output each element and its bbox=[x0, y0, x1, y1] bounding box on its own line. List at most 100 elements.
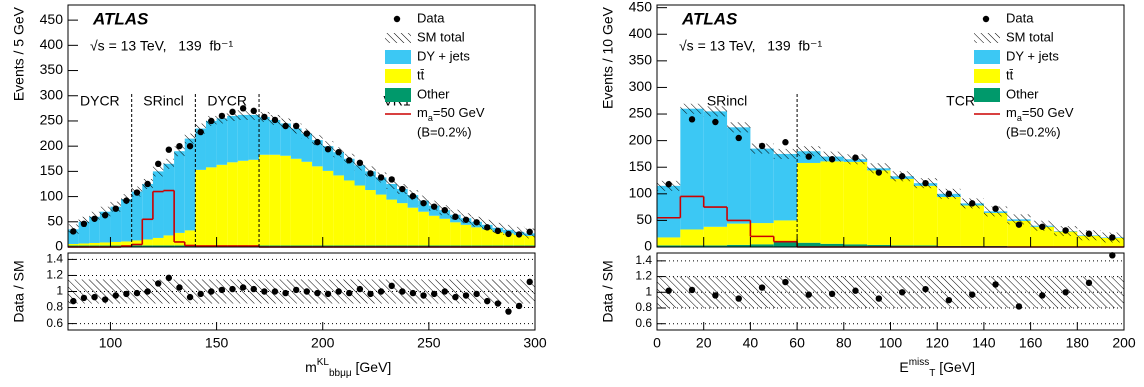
stack-bar bbox=[727, 127, 751, 224]
stack-bar bbox=[322, 146, 334, 171]
legend-label-part: =50 GeV bbox=[1022, 105, 1074, 120]
data-point bbox=[852, 154, 859, 161]
y-tick-label: 50 bbox=[636, 211, 652, 227]
data-point bbox=[505, 230, 512, 238]
y-tick-label: 250 bbox=[629, 105, 653, 121]
x-tick-label: 200 bbox=[1112, 335, 1136, 351]
ratio-band bbox=[68, 279, 535, 304]
data-point bbox=[356, 159, 364, 167]
stack-bar bbox=[343, 180, 355, 246]
stack-bar bbox=[248, 114, 260, 160]
stack-bar bbox=[407, 207, 419, 246]
stack-bar bbox=[750, 148, 774, 224]
data-point bbox=[239, 105, 247, 112]
stack-bar bbox=[205, 120, 217, 168]
sm-band bbox=[703, 106, 728, 117]
stack-bar bbox=[68, 229, 79, 244]
data-point bbox=[91, 215, 98, 222]
stack-bar bbox=[397, 189, 408, 204]
stack-bar bbox=[867, 170, 891, 245]
y-tick-label: 0 bbox=[644, 238, 652, 254]
stack-bar bbox=[773, 220, 798, 242]
data-point bbox=[441, 206, 448, 214]
data-point bbox=[70, 228, 77, 235]
stack-bar bbox=[174, 245, 185, 247]
sm-band bbox=[184, 133, 196, 144]
x-tick-label: 150 bbox=[205, 335, 229, 351]
legend-swatch bbox=[385, 50, 411, 64]
data-point bbox=[218, 112, 226, 120]
legend-label: ma=50 GeV bbox=[1006, 105, 1074, 123]
data-point bbox=[335, 149, 342, 156]
stack-bar bbox=[142, 183, 153, 240]
stack-bar bbox=[290, 128, 302, 159]
stack-bar bbox=[312, 166, 323, 246]
data-point bbox=[1062, 227, 1069, 234]
atlas-label: ATLAS bbox=[681, 9, 738, 28]
ratio-point bbox=[515, 302, 523, 310]
stack-bar bbox=[657, 237, 681, 246]
stack-bar bbox=[750, 244, 774, 247]
y-tick-label: 150 bbox=[40, 162, 64, 178]
sm-band bbox=[386, 178, 398, 189]
stack-bar bbox=[163, 163, 175, 236]
stack-bar bbox=[131, 191, 143, 241]
data-point bbox=[282, 122, 289, 130]
stack-bar bbox=[428, 205, 440, 216]
stack-bar bbox=[680, 245, 704, 247]
ratio-point bbox=[505, 308, 512, 315]
stack-bar bbox=[727, 244, 751, 247]
data-point bbox=[186, 142, 194, 150]
x-tick-label: 120 bbox=[926, 335, 950, 351]
stack-bar bbox=[843, 161, 868, 245]
legend-swatch bbox=[385, 88, 411, 102]
stack-bar bbox=[1030, 226, 1054, 247]
data-point bbox=[144, 180, 151, 188]
stack-bar bbox=[89, 216, 100, 243]
legend-note: (B=0.2%) bbox=[417, 124, 472, 139]
signal-riser bbox=[679, 196, 798, 247]
sm-band bbox=[503, 224, 514, 235]
data-point bbox=[133, 189, 141, 196]
stack-bar bbox=[773, 153, 798, 221]
x-tick-label: 250 bbox=[417, 335, 441, 351]
x-tick-label: 200 bbox=[311, 335, 335, 351]
y-tick-label: 200 bbox=[629, 131, 653, 147]
stack-bar bbox=[727, 223, 751, 245]
stack-bar bbox=[397, 203, 408, 246]
x-tick-label: 40 bbox=[743, 335, 759, 351]
stack-bar bbox=[820, 243, 844, 247]
stack-bar bbox=[312, 140, 323, 167]
stack-bar bbox=[513, 234, 525, 246]
stack-bar bbox=[524, 235, 535, 246]
stack-bar bbox=[131, 240, 143, 246]
stack-bar bbox=[960, 205, 984, 246]
stack-bar bbox=[163, 245, 175, 247]
data-point bbox=[1015, 221, 1023, 228]
y-tick-label: 300 bbox=[629, 78, 653, 94]
ratio-tick-label: 0.8 bbox=[635, 300, 652, 314]
data-point bbox=[494, 227, 502, 235]
x-axis-title-part: bbμμ bbox=[329, 368, 352, 379]
stack-bar bbox=[1077, 235, 1101, 247]
sm-band bbox=[195, 123, 206, 134]
x-tick-label: 20 bbox=[696, 335, 712, 351]
stack-bar bbox=[152, 245, 164, 247]
data-point bbox=[101, 212, 109, 219]
x-axis-title: EmissT [GeV] bbox=[899, 357, 975, 379]
data-point bbox=[805, 153, 812, 160]
y-tick-label: 400 bbox=[40, 36, 64, 52]
data-point bbox=[261, 113, 268, 121]
stack-bar bbox=[913, 185, 938, 246]
x-tick-label: 180 bbox=[1066, 335, 1090, 351]
data-point bbox=[399, 185, 406, 193]
y-tick-label: 450 bbox=[629, 0, 653, 14]
data-point bbox=[484, 224, 491, 231]
stack-bar bbox=[269, 119, 281, 155]
stack-bar bbox=[471, 227, 482, 246]
legend-label-part: m bbox=[417, 105, 428, 120]
data-point bbox=[515, 231, 523, 238]
stack-bar bbox=[152, 171, 164, 238]
ratio-tick-label: 1.2 bbox=[635, 269, 652, 283]
stack-bar bbox=[703, 245, 728, 247]
